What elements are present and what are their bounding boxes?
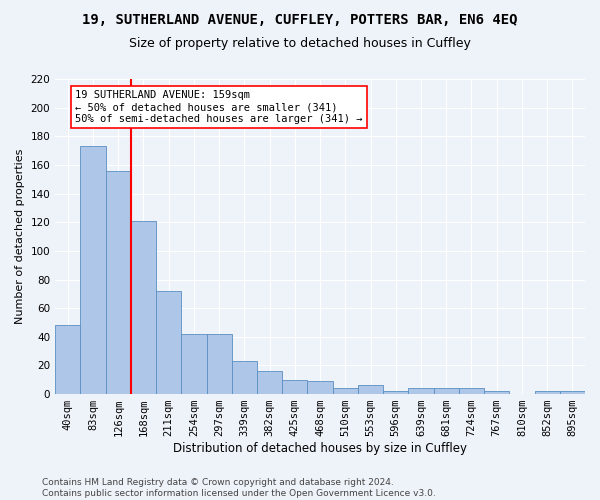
Text: Contains HM Land Registry data © Crown copyright and database right 2024.
Contai: Contains HM Land Registry data © Crown c…	[42, 478, 436, 498]
Y-axis label: Number of detached properties: Number of detached properties	[15, 149, 25, 324]
Bar	[257, 371, 282, 394]
Bar	[307, 381, 332, 394]
Bar	[434, 388, 459, 394]
Bar	[156, 291, 181, 394]
Bar	[282, 380, 307, 394]
X-axis label: Distribution of detached houses by size in Cuffley: Distribution of detached houses by size …	[173, 442, 467, 455]
Bar	[535, 391, 560, 394]
Bar	[409, 388, 434, 394]
Bar	[332, 388, 358, 394]
Bar	[358, 386, 383, 394]
Bar	[80, 146, 106, 394]
Bar	[55, 326, 80, 394]
Text: Size of property relative to detached houses in Cuffley: Size of property relative to detached ho…	[129, 38, 471, 51]
Text: 19 SUTHERLAND AVENUE: 159sqm
← 50% of detached houses are smaller (341)
50% of s: 19 SUTHERLAND AVENUE: 159sqm ← 50% of de…	[76, 90, 363, 124]
Bar	[383, 391, 409, 394]
Bar	[131, 221, 156, 394]
Bar	[106, 170, 131, 394]
Bar	[232, 361, 257, 394]
Bar	[560, 391, 585, 394]
Bar	[181, 334, 206, 394]
Text: 19, SUTHERLAND AVENUE, CUFFLEY, POTTERS BAR, EN6 4EQ: 19, SUTHERLAND AVENUE, CUFFLEY, POTTERS …	[82, 12, 518, 26]
Bar	[459, 388, 484, 394]
Bar	[484, 391, 509, 394]
Bar	[206, 334, 232, 394]
